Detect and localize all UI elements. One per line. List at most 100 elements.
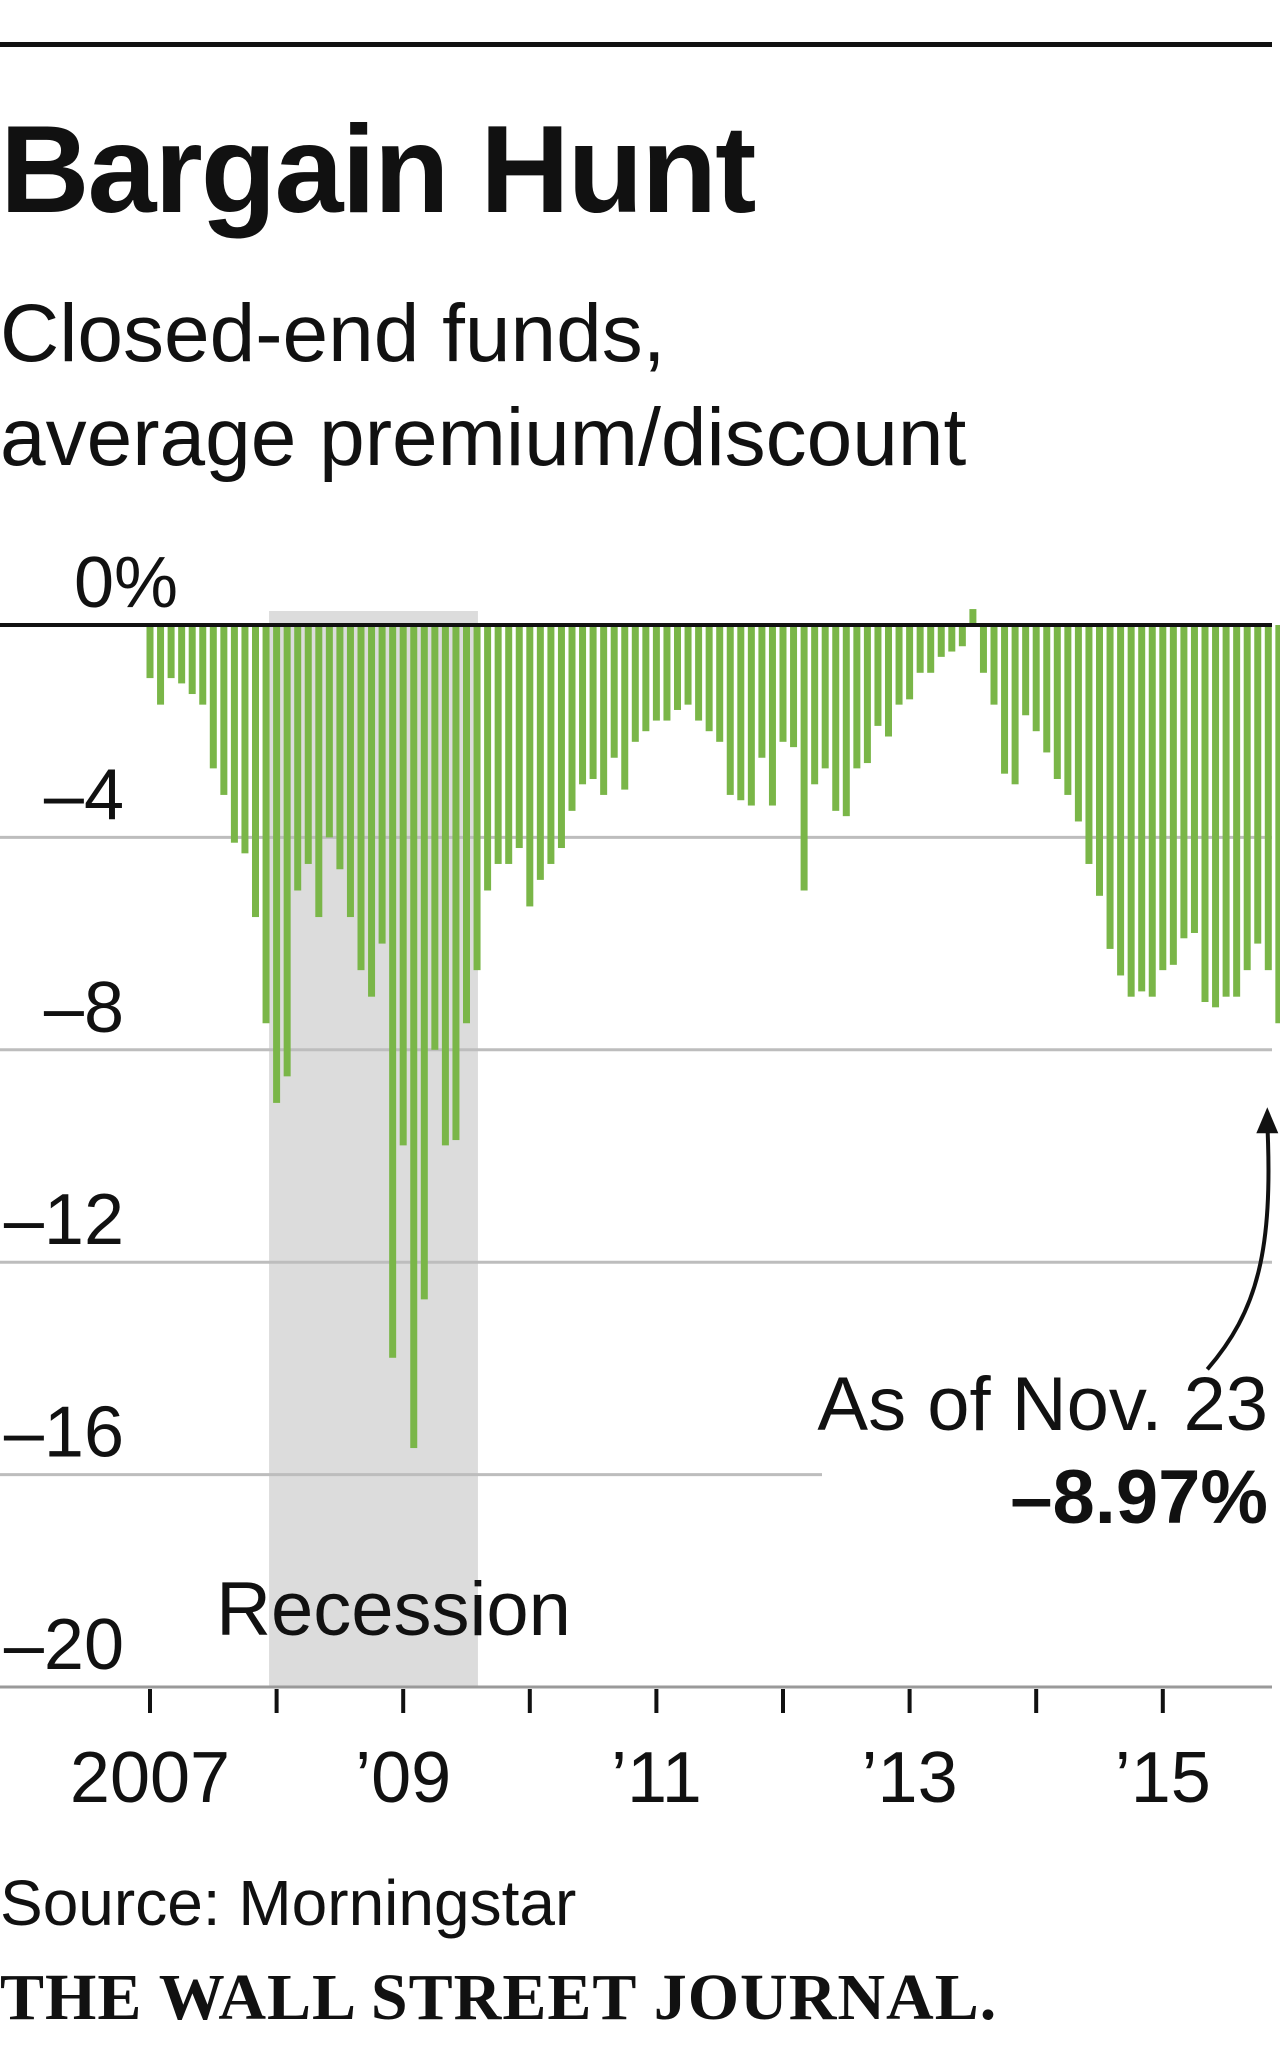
bar <box>758 625 766 758</box>
bar <box>484 625 492 891</box>
bar <box>800 625 808 891</box>
bar <box>473 625 481 971</box>
bar <box>1169 625 1177 965</box>
bar <box>1159 625 1167 971</box>
bar <box>1074 625 1082 822</box>
bar <box>1001 625 1009 774</box>
bar <box>906 625 914 700</box>
bar <box>526 625 534 907</box>
bar <box>1233 625 1241 997</box>
bar <box>262 625 270 1024</box>
bar <box>557 625 565 849</box>
bar <box>1275 625 1280 1024</box>
bar <box>1096 625 1103 896</box>
bar <box>273 625 281 1103</box>
bar <box>1190 625 1198 933</box>
bar <box>779 625 787 742</box>
bar <box>747 625 755 806</box>
bar <box>178 625 186 684</box>
bar <box>494 625 502 864</box>
bar <box>811 625 819 785</box>
bar <box>1138 625 1146 992</box>
bar <box>1043 625 1051 753</box>
x-tick-label: ’13 <box>862 1738 958 1818</box>
y-tick-label: –16 <box>4 1393 124 1473</box>
y-tick-label: –4 <box>44 755 124 835</box>
x-tick-label: ’11 <box>611 1738 702 1818</box>
bar <box>1254 625 1262 944</box>
bar <box>1127 625 1135 997</box>
bar <box>1011 625 1019 785</box>
bar <box>536 625 544 880</box>
bar <box>600 625 608 795</box>
bar <box>304 625 312 864</box>
bar <box>252 625 259 918</box>
bar <box>589 625 597 779</box>
bar <box>452 625 460 1141</box>
bar <box>916 625 924 673</box>
bar <box>842 625 850 817</box>
y-tick-label: –12 <box>4 1180 124 1260</box>
bar <box>832 625 840 811</box>
bar <box>1148 625 1156 997</box>
chart-title: Bargain Hunt <box>0 101 756 239</box>
bar <box>705 625 713 732</box>
bar <box>146 625 154 679</box>
bar <box>1053 625 1061 779</box>
bar <box>663 625 671 721</box>
bar <box>684 625 692 705</box>
bar <box>431 625 439 1050</box>
bar <box>220 625 228 795</box>
bar <box>990 625 998 705</box>
annotation-arrow <box>1205 1123 1271 1371</box>
annotation-arrowhead <box>1256 1107 1279 1134</box>
bar <box>1064 625 1072 795</box>
bar <box>726 625 734 795</box>
top-rule <box>0 42 1272 47</box>
bar <box>515 625 523 849</box>
bar <box>346 625 354 918</box>
bar <box>283 625 291 1077</box>
bar <box>1022 625 1030 716</box>
bar <box>315 625 323 918</box>
bar <box>927 625 935 673</box>
y-tick-label: –8 <box>44 968 124 1048</box>
bar <box>1180 625 1188 939</box>
bar <box>853 625 861 769</box>
y-tick-label: 0% <box>74 543 178 623</box>
bar <box>1106 625 1114 949</box>
bar <box>357 625 365 971</box>
bar <box>420 625 428 1300</box>
bar <box>368 625 376 997</box>
bar <box>167 625 175 679</box>
bar <box>1222 625 1230 997</box>
bar <box>1117 625 1125 976</box>
subtitle-line-1: Closed-end funds, <box>0 288 666 379</box>
bar <box>399 625 407 1146</box>
bar <box>790 625 798 748</box>
bar <box>642 625 650 732</box>
bar <box>441 625 449 1146</box>
x-tick-label: ’15 <box>1115 1738 1211 1818</box>
x-tick-label: 2007 <box>70 1738 230 1818</box>
bar <box>979 625 987 673</box>
bar <box>768 625 776 806</box>
bar <box>325 625 333 838</box>
bar <box>188 625 196 695</box>
bar <box>336 625 344 870</box>
bar <box>579 625 587 785</box>
bar <box>1085 625 1093 864</box>
bar <box>463 625 470 1024</box>
bar <box>948 625 956 652</box>
bar <box>209 625 217 769</box>
bar <box>674 625 681 710</box>
publisher-logo: THE WALL STREET JOURNAL. <box>0 1961 998 2034</box>
subtitle-line-2: average premium/discount <box>0 392 967 483</box>
bar <box>610 625 618 758</box>
bar <box>410 625 418 1449</box>
bar <box>505 625 513 864</box>
bar <box>241 625 249 854</box>
bar <box>958 625 966 647</box>
bar <box>652 625 660 721</box>
chart-subtitle: Closed-end funds, average premium/discou… <box>0 282 966 490</box>
